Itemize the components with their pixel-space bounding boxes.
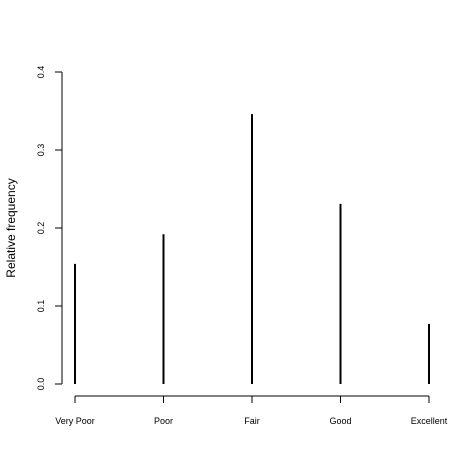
- bars: [74, 114, 430, 384]
- x-tick-label: Fair: [244, 416, 260, 426]
- x-tick-label: Excellent: [411, 416, 448, 426]
- x-tick-label: Good: [329, 416, 351, 426]
- y-tick-label: 0.0: [36, 378, 46, 391]
- x-axis: Very Poor Poor Fair Good Excellent: [55, 395, 448, 426]
- y-tick-label: 0.2: [36, 222, 46, 235]
- y-tick-label: 0.3: [36, 144, 46, 157]
- y-axis-title: Relative frequency: [4, 178, 18, 277]
- y-tick-label: 0.4: [36, 66, 46, 79]
- y-axis: 0.0 0.1 0.2 0.3 0.4: [36, 66, 63, 391]
- y-tick-label: 0.1: [36, 300, 46, 313]
- x-tick-label: Poor: [154, 416, 173, 426]
- x-tick-label: Very Poor: [55, 416, 95, 426]
